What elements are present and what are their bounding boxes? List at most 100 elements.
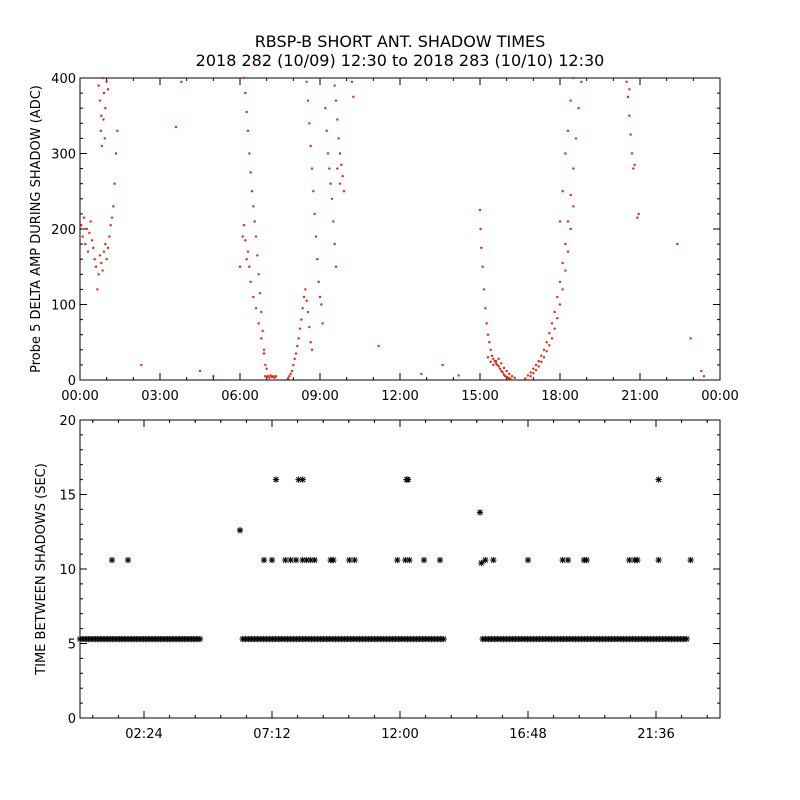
top-data-point [480, 246, 483, 250]
top-data-point [98, 254, 102, 257]
top-y-tick-label: 100 [51, 299, 76, 314]
top-data-point [248, 152, 251, 155]
top-data-point [494, 359, 498, 363]
top-y-tick-label: 0 [68, 374, 76, 389]
baseline-marker [196, 635, 204, 643]
top-data-point [252, 295, 255, 299]
bottom-x-tick-label: 21:36 [637, 727, 674, 742]
top-data-point [98, 99, 102, 102]
bottom-data-point [287, 556, 294, 564]
top-data-point [548, 331, 551, 335]
top-data-point [174, 125, 178, 129]
top-data-point [566, 250, 570, 253]
top-data-point [305, 80, 308, 83]
bottom-data-point [655, 556, 662, 564]
top-data-point [244, 239, 247, 242]
baseline-marker [683, 635, 690, 643]
top-data-point [308, 325, 311, 329]
top-data-point [420, 372, 423, 376]
top-data-point [242, 76, 246, 80]
top-data-point [676, 242, 679, 246]
top-data-point [289, 372, 292, 376]
bottom-y-tick-label: 20 [59, 414, 76, 429]
top-data-point [82, 216, 86, 219]
top-data-point [94, 265, 98, 268]
bottom-data-point [272, 476, 280, 483]
top-y-tick-label: 300 [51, 148, 76, 163]
top-data-point [481, 265, 484, 268]
top-data-point [505, 369, 508, 373]
top-data-point [264, 363, 267, 367]
top-data-point [116, 129, 119, 133]
top-data-point [302, 295, 306, 299]
top-data-point [702, 375, 706, 378]
bottom-data-point [634, 556, 641, 564]
top-data-point [513, 376, 516, 379]
top-data-point [304, 288, 307, 291]
top-data-point [103, 137, 107, 140]
top-data-point [540, 360, 543, 364]
top-data-point [482, 288, 486, 291]
top-data-point [566, 129, 570, 133]
top-data-point [249, 171, 252, 174]
top-data-point [316, 258, 319, 261]
top-data-point [540, 354, 543, 358]
top-data-point [85, 227, 88, 231]
top-data-point [102, 250, 106, 253]
top-data-point [92, 246, 95, 250]
top-data-point [340, 163, 343, 167]
bottom-data-point [295, 476, 302, 483]
bottom-data-point [655, 476, 662, 483]
top-data-point [628, 88, 631, 91]
top-data-point [309, 341, 312, 344]
bottom-data-point [351, 556, 358, 564]
top-data-point [490, 354, 494, 358]
top-data-point [290, 369, 294, 373]
top-data-point [337, 137, 340, 140]
top-panel: 0 100 200 300 400 00:00 03:00 06:00 09:00 12:00 15… [29, 72, 739, 404]
top-data-point [318, 295, 322, 299]
top-data-point [558, 303, 562, 306]
top-data-point [626, 95, 630, 99]
top-data-point [700, 369, 703, 373]
top-data-point [301, 307, 304, 310]
top-data-point [100, 114, 103, 117]
top-data-point [637, 212, 640, 216]
top-data-point [333, 84, 336, 87]
top-data-point [310, 167, 314, 170]
top-data-point [242, 224, 246, 227]
top-data-point [550, 322, 554, 325]
bottom-data-point [394, 556, 401, 564]
top-data-point [569, 193, 572, 197]
top-data-point [489, 348, 492, 351]
top-data-point [572, 167, 575, 170]
bottom-plot-frame [79, 419, 721, 719]
top-data-point [510, 375, 514, 378]
bottom-data-point [330, 556, 337, 564]
top-data-point [553, 327, 556, 330]
top-data-point [526, 374, 530, 377]
top-data-point [441, 363, 444, 367]
top-data-point [492, 357, 495, 361]
top-data-point [288, 375, 291, 378]
bottom-y-tick-label: 5 [68, 638, 76, 653]
bottom-data-point [490, 556, 497, 564]
top-data-point [241, 235, 244, 238]
top-data-point [628, 114, 631, 117]
top-data-point [334, 265, 338, 268]
top-data-point [334, 99, 338, 102]
top-data-point [569, 99, 572, 102]
top-data-point [488, 341, 491, 344]
top-data-point [336, 118, 339, 121]
top-data-point [342, 190, 346, 193]
top-data-point [625, 80, 628, 83]
top-x-tick-label: 18:00 [541, 389, 578, 404]
top-data-point [350, 80, 354, 83]
top-data-point [502, 366, 506, 370]
top-data-point [140, 363, 143, 367]
top-data-point [106, 88, 110, 91]
top-data-point [324, 107, 327, 110]
top-x-tick-label: 15:00 [461, 389, 498, 404]
top-data-point [566, 220, 570, 223]
bottom-data-point [478, 559, 485, 567]
